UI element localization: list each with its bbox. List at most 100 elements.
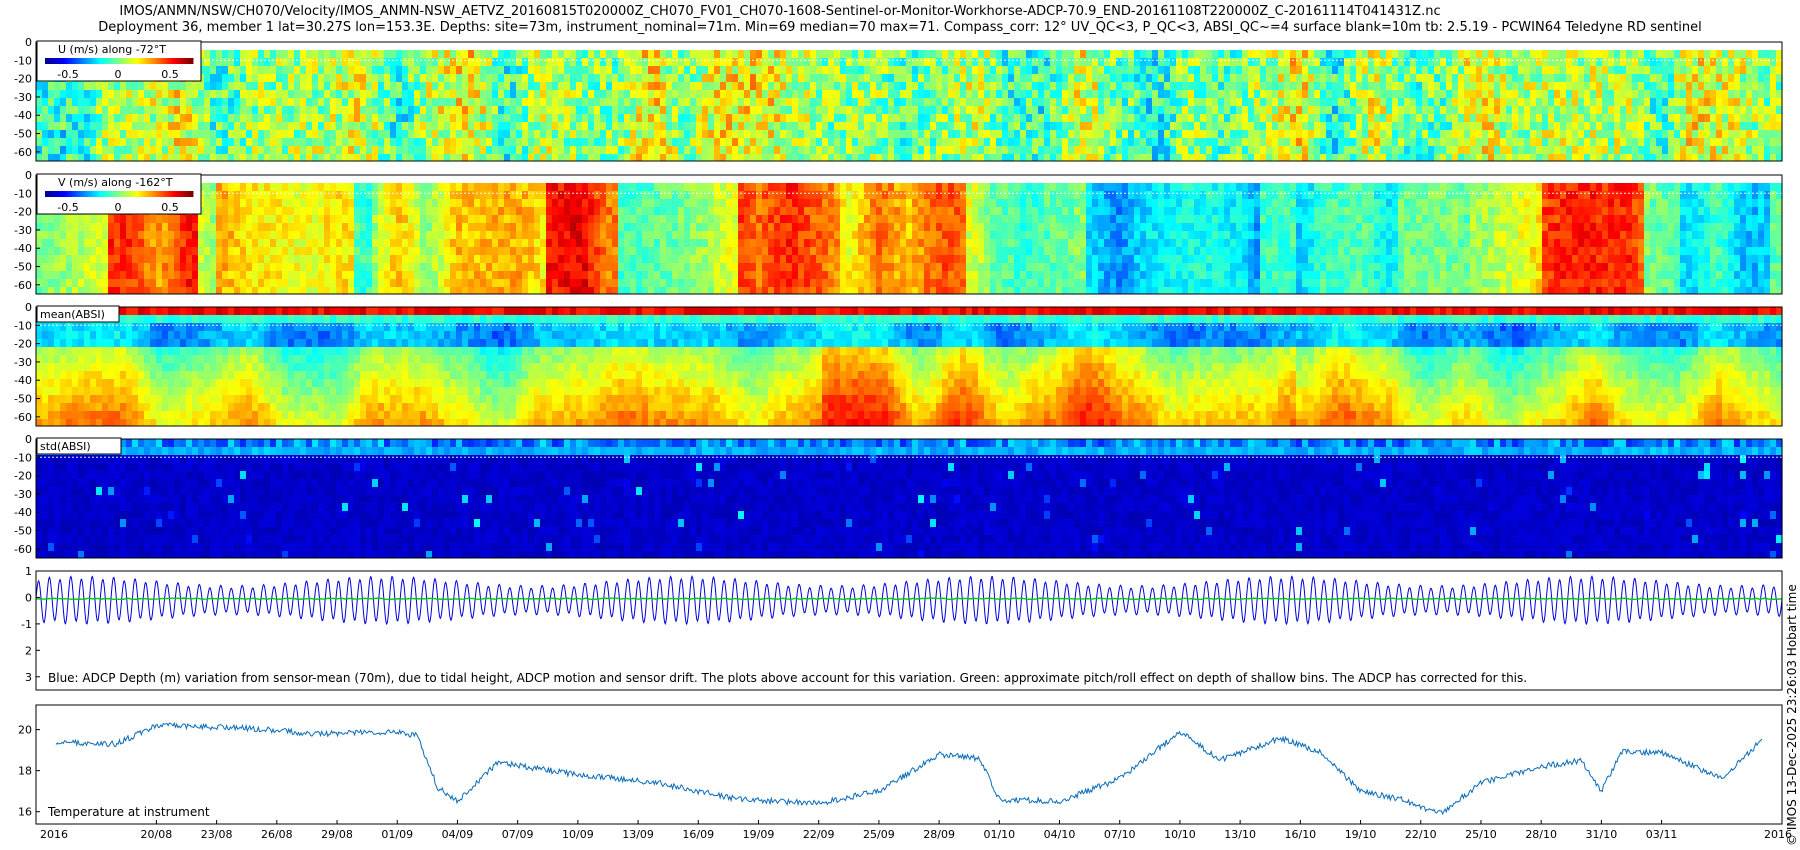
u-heatmap-cell [900,74,907,82]
v-heatmap-cell [210,199,217,207]
u-heatmap-cell [1470,122,1477,130]
v-heatmap-cell [240,207,247,215]
v-heatmap-cell [276,271,283,279]
u-heatmap-cell [828,90,835,98]
u-heatmap-cell [1242,138,1249,146]
u-heatmap-cell [1056,98,1063,106]
v-heatmap-cell [246,247,253,255]
u-heatmap-cell [594,138,601,146]
u-heatmap-cell [1398,106,1405,114]
u-heatmap-cell [1200,90,1207,98]
u-heatmap-cell [612,106,619,114]
u-heatmap-cell [1380,98,1387,106]
u-heatmap-cell [1044,138,1051,146]
u-heatmap-cell [438,122,445,130]
v-heatmap-cell [294,199,301,207]
v-heatmap-cell [222,239,229,247]
u-heatmap-cell [408,50,415,58]
u-heatmap-cell [1200,106,1207,114]
u-heatmap-cell [1038,58,1045,66]
u-heatmap-cell [654,66,661,74]
u-heatmap-cell [336,146,343,154]
u-heatmap-cell [1530,66,1537,74]
u-heatmap-cell [84,90,91,98]
u-heatmap-cell [180,114,187,122]
u-heatmap-cell [246,50,253,58]
u-heatmap-cell [1266,122,1273,130]
u-heatmap-cell [1458,98,1465,106]
u-heatmap-cell [570,58,577,66]
u-heatmap-cell [1686,146,1693,154]
v-heatmap-cell [204,287,211,294]
u-heatmap-cell [738,90,745,98]
u-heatmap-cell [1638,122,1645,130]
u-heatmap-cell [696,114,703,122]
u-heatmap-cell [1560,74,1567,82]
v-heatmap-cell [276,279,283,287]
u-heatmap-cell [276,90,283,98]
u-heatmap-cell [1236,50,1243,58]
u-heatmap-cell [1110,130,1117,138]
u-heatmap-cell [684,154,691,161]
u-heatmap-cell [792,82,799,90]
u-heatmap-cell [498,130,505,138]
u-heatmap-cell [492,114,499,122]
v-heatmap-cell [168,271,175,279]
u-heatmap-cell [1566,146,1573,154]
u-heatmap-cell [642,50,649,58]
u-heatmap-cell [894,66,901,74]
u-heatmap-cell [618,58,625,66]
u-heatmap-cell [1188,90,1195,98]
u-heatmap-cell [318,66,325,74]
u-heatmap-cell [516,90,523,98]
u-heatmap-cell [288,98,295,106]
v-heatmap-cell [198,263,205,271]
v-heatmap-cell [174,215,181,223]
u-heatmap-cell [366,50,373,58]
v-heatmap-cell [216,191,223,199]
u-heatmap-cell [1362,50,1369,58]
u-heatmap-cell [348,130,355,138]
u-heatmap-cell [594,66,601,74]
u-heatmap-cell [228,146,235,154]
u-heatmap-cell [306,106,313,114]
u-heatmap-cell [744,90,751,98]
u-heatmap-cell [528,82,535,90]
u-heatmap-cell [774,114,781,122]
u-heatmap-cell [84,82,91,90]
u-heatmap-cell [1758,90,1765,98]
u-heatmap-cell [1008,122,1015,130]
u-heatmap-cell [360,146,367,154]
v-heatmap-cell [348,223,355,231]
v-heatmap-cell [240,191,247,199]
v-heatmap-cell [78,279,85,287]
u-heatmap-cell [510,90,517,98]
u-heatmap-cell [222,50,229,58]
u-heatmap-cell [1344,114,1351,122]
u-heatmap-cell [1548,82,1555,90]
u-heatmap-cell [1410,122,1417,130]
u-heatmap-cell [60,138,67,146]
u-heatmap-cell [1338,66,1345,74]
v-heatmap-cell [168,223,175,231]
u-heatmap-cell [282,146,289,154]
u-heatmap-cell [1704,74,1711,82]
u-heatmap-cell [1248,58,1255,66]
v-heatmap-cell [282,287,289,294]
u-heatmap-cell [1272,98,1279,106]
u-heatmap-cell [948,106,955,114]
u-heatmap-cell [1212,106,1219,114]
u-heatmap-cell [570,74,577,82]
v-heatmap-cell [186,231,193,239]
u-heatmap-cell [744,98,751,106]
u-heatmap-cell [1062,130,1069,138]
u-heatmap-cell [1698,138,1705,146]
u-heatmap-cell [1026,90,1033,98]
u-heatmap-cell [1734,50,1741,58]
v-heatmap-cell [330,287,337,294]
u-heatmap-cell [1278,154,1285,161]
u-heatmap-cell [570,90,577,98]
u-heatmap-cell [948,66,955,74]
v-heatmap-cell [120,239,127,247]
u-heatmap-cell [606,138,613,146]
